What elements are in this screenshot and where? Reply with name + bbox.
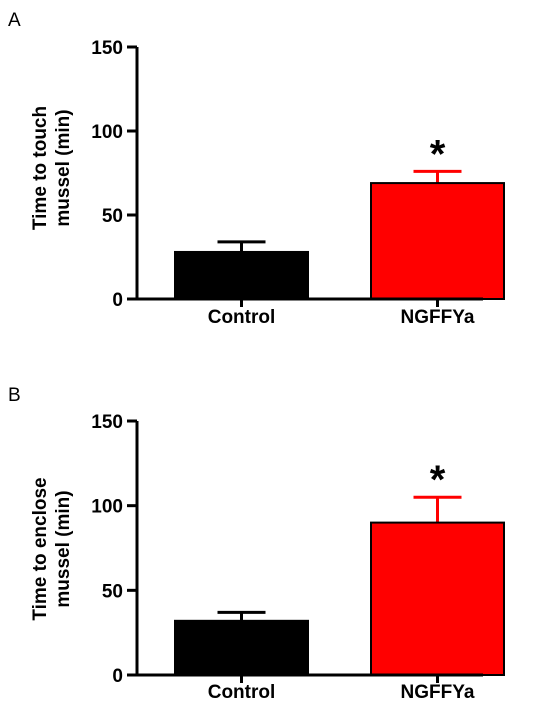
y-axis-label-line: mussel (min): [53, 490, 74, 607]
significance-marker: *: [430, 458, 446, 502]
y-axis-label-line: Time to touch: [30, 106, 51, 230]
y-tick-label: 150: [91, 38, 123, 59]
y-tick-label: 50: [102, 206, 123, 227]
y-axis-label: Time to touch mussel (min): [30, 106, 74, 230]
y-tick-label: 100: [91, 497, 123, 518]
x-tick-label: Control: [208, 307, 276, 328]
y-axis-label-line: Time to enclose: [30, 477, 51, 620]
panel-b: B Time to enclose mussel (min) Control * NGFF…: [8, 385, 505, 703]
y-tick-label: 100: [91, 122, 123, 143]
y-tick-label: 150: [91, 412, 123, 433]
bar-ngffya: [370, 182, 505, 300]
bar-control: [174, 619, 309, 677]
y-tick-label: 50: [102, 581, 123, 602]
bar-control: [174, 250, 309, 301]
y-axis-label: Time to enclose mussel (min): [30, 477, 74, 620]
panel-letter: B: [8, 385, 21, 406]
x-tick-label: NGFFYa: [401, 307, 475, 328]
y-tick-label: 0: [112, 290, 123, 311]
y-tick-label: 0: [112, 666, 123, 687]
bar-ngffya: [370, 521, 505, 676]
panel-a: A Time to touch mussel (min) Control * NGFFYa…: [8, 10, 505, 328]
significance-marker: *: [430, 132, 446, 176]
y-axis-label-line: mussel (min): [53, 109, 74, 226]
x-tick-label: NGFFYa: [401, 682, 475, 703]
panel-letter: A: [8, 10, 21, 31]
x-tick-label: Control: [208, 682, 276, 703]
